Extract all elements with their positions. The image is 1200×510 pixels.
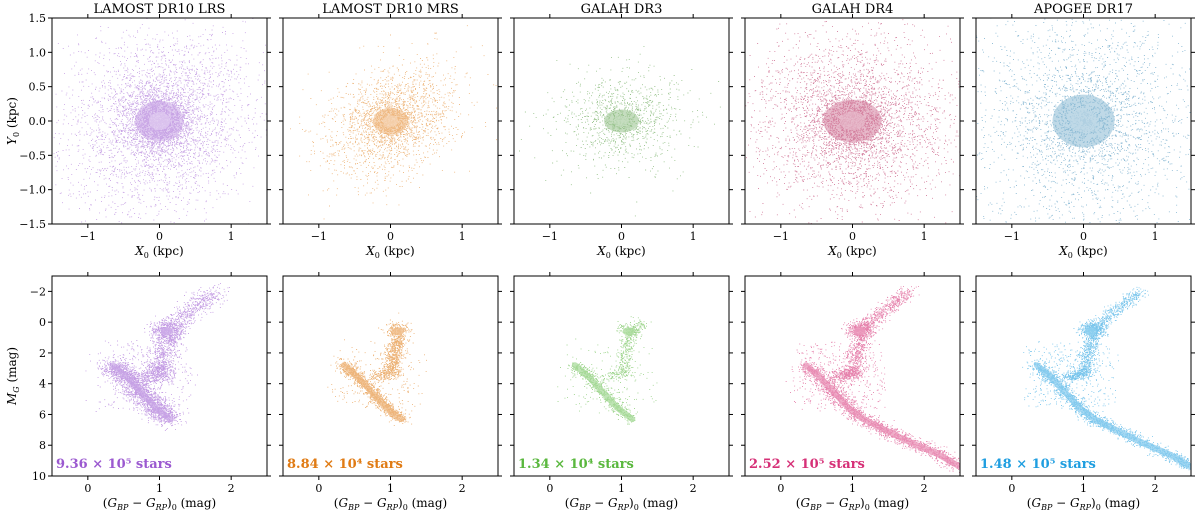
star-points [290, 25, 497, 220]
star-count-label: 8.84 × 10⁴ stars [287, 457, 403, 472]
star-points [745, 18, 960, 224]
x-tick-label: 1 [228, 230, 235, 243]
panel-frame [282, 275, 499, 477]
x-tick-label: 2 [690, 482, 697, 495]
x-axis-label: (GBP − GRP)0 (mag) [1027, 496, 1140, 510]
x-tick-label: 1 [849, 482, 856, 495]
x-tick-label: 1 [1080, 482, 1087, 495]
x-tick-label: −1 [311, 230, 327, 243]
x-tick-label: −1 [773, 230, 789, 243]
spatial-panel: GALAH DR3 −1 0 1 X0 (kpc) [510, 2, 733, 260]
x-tick-label: 1 [459, 230, 466, 243]
star-count-label: 2.52 × 10⁵ stars [749, 457, 865, 472]
x-axis-label: (GBP − GRP)0 (mag) [565, 496, 678, 510]
x-axis-label: X0 (kpc) [134, 244, 184, 260]
star-points [519, 46, 721, 217]
x-tick-label: 0 [1080, 230, 1087, 243]
panel-title: APOGEE DR17 [1033, 2, 1133, 17]
x-tick-label: 2 [1152, 482, 1159, 495]
panel-title: GALAH DR3 [581, 2, 663, 17]
x-tick-label: 0 [849, 230, 856, 243]
y-tick-label: 6 [39, 408, 46, 421]
x-tick-label: −1 [80, 230, 96, 243]
x-tick-label: 1 [1152, 230, 1159, 243]
star-points [785, 286, 960, 473]
x-tick-label: 0 [546, 482, 553, 495]
x-axis-label: (GBP − GRP)0 (mag) [103, 496, 216, 510]
y-tick-label: 2 [39, 347, 46, 360]
x-tick-label: 1 [387, 482, 394, 495]
x-tick-label: 2 [459, 482, 466, 495]
cmd-panel: 0 1 2 (GBP − GRP)0 (mag) 1.48 × 10⁵ stars [972, 272, 1195, 510]
star-points [557, 316, 658, 425]
cmd-panel: 0 1 2 (GBP − GRP)0 (mag) 2.52 × 10⁵ stars [741, 272, 964, 510]
star-count-label: 1.34 × 10⁴ stars [518, 457, 634, 472]
x-tick-label: 1 [690, 230, 697, 243]
y-tick-label: 0 [39, 316, 46, 329]
x-tick-label: 0 [1008, 482, 1015, 495]
y-tick-label: 0.5 [29, 81, 47, 94]
spatial-panel: LAMOST DR10 LRS −1 0 1 −1.5 −1.0 −0.5 0.0 0.5 1.0… [5, 2, 271, 260]
spatial-panel: LAMOST DR10 MRS −1 0 1 X0 (kpc) [279, 2, 502, 260]
x-axis-label: (GBP − GRP)0 (mag) [334, 496, 447, 510]
x-tick-label: 0 [84, 482, 91, 495]
y-tick-label: 0.0 [29, 115, 47, 128]
x-tick-label: 1 [156, 482, 163, 495]
cmd-panel: 0 1 2 −2 0 2 4 6 8 10 (GBP − GRP)0 (mag) MG (mag) 9.… [5, 272, 271, 510]
star-points [85, 282, 230, 432]
x-axis-label: X0 (kpc) [827, 244, 877, 260]
y-tick-label: 8 [39, 439, 46, 452]
star-points [327, 312, 427, 426]
panel-title: LAMOST DR10 MRS [322, 2, 459, 17]
panel-frame [513, 275, 730, 477]
star-points [1022, 286, 1191, 471]
y-axis-label: Y0 (kpc) [5, 97, 21, 145]
x-tick-label: 0 [387, 230, 394, 243]
y-tick-label: 10 [32, 470, 46, 483]
y-tick-label: −0.5 [19, 149, 46, 162]
y-tick-label: −1.0 [19, 184, 46, 197]
y-tick-label: 4 [39, 378, 46, 391]
y-tick-label: −1.5 [19, 218, 46, 231]
x-tick-label: 0 [777, 482, 784, 495]
x-axis-label: X0 (kpc) [596, 244, 646, 260]
x-tick-label: 2 [228, 482, 235, 495]
x-tick-label: 1 [618, 482, 625, 495]
star-count-label: 1.48 × 10⁵ stars [980, 457, 1096, 472]
x-tick-label: 0 [156, 230, 163, 243]
x-axis-label: X0 (kpc) [365, 244, 415, 260]
x-tick-label: 2 [921, 482, 928, 495]
y-tick-label: −2 [30, 285, 46, 298]
x-tick-label: 1 [921, 230, 928, 243]
x-tick-label: −1 [542, 230, 558, 243]
panel-title: LAMOST DR10 LRS [94, 2, 226, 17]
x-tick-label: −1 [1004, 230, 1020, 243]
y-tick-label: 1.0 [29, 46, 47, 59]
x-tick-label: 0 [618, 230, 625, 243]
x-axis-label: X0 (kpc) [1058, 244, 1108, 260]
y-tick-label: 1.5 [29, 12, 47, 25]
spatial-panel: GALAH DR4 −1 0 1 X0 (kpc) [741, 2, 964, 260]
cmd-panel: 0 1 2 (GBP − GRP)0 (mag) 8.84 × 10⁴ stars [279, 272, 502, 510]
star-points [976, 18, 1191, 224]
star-points [52, 18, 267, 224]
x-tick-label: 0 [315, 482, 322, 495]
y-axis-label: MG (mag) [5, 347, 21, 406]
x-axis-label: (GBP − GRP)0 (mag) [796, 496, 909, 510]
star-count-label: 9.36 × 10⁵ stars [56, 457, 172, 472]
cmd-panel: 0 1 2 (GBP − GRP)0 (mag) 1.34 × 10⁴ stars [510, 272, 733, 510]
panel-title: GALAH DR4 [812, 2, 894, 17]
spatial-panel: APOGEE DR17 −1 0 1 X0 (kpc) [972, 2, 1195, 260]
